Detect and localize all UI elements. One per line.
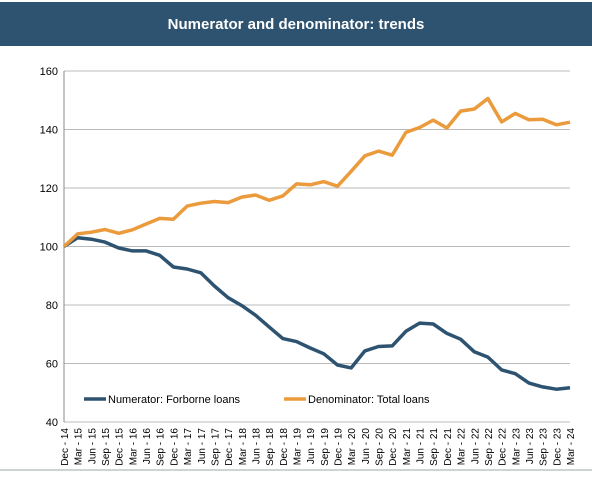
x-tick-label: Mar - 22 (457, 428, 468, 466)
x-tick-label: Dec - 20 (388, 428, 399, 466)
x-tick-label: Jun - 16 (142, 428, 153, 465)
x-tick-label: Dec - 15 (115, 428, 126, 466)
x-tick-label: Dec - 16 (169, 428, 180, 466)
x-tick-label: Sep - 18 (265, 428, 276, 466)
x-tick-label: Dec - 19 (334, 428, 345, 466)
x-tick-label: Sep - 21 (429, 428, 440, 466)
y-tick-label: 140 (40, 125, 58, 137)
y-tick-label: 100 (40, 242, 58, 254)
x-tick-label: Mar - 19 (292, 428, 303, 466)
x-tick-label: Sep - 17 (210, 428, 221, 466)
series-line (62, 96, 571, 248)
x-tick-label: Jun - 17 (197, 428, 208, 465)
x-tick-label: Dec - 21 (443, 428, 454, 466)
y-tick-label: 120 (40, 183, 58, 195)
title-banner (0, 2, 592, 46)
x-tick-label: Mar - 23 (511, 428, 522, 466)
x-tick-label: Jun - 23 (525, 428, 536, 465)
x-tick-label: Jun - 19 (306, 428, 317, 465)
x-tick-label: Jun - 18 (251, 428, 262, 465)
y-tick-label: 160 (40, 66, 58, 78)
y-tick-label: 80 (46, 300, 58, 312)
x-tick-label: Dec - 18 (279, 428, 290, 466)
legend-label: Numerator: Forborne loans (108, 394, 241, 406)
series-line (63, 235, 571, 391)
legend-label: Denominator: Total loans (308, 394, 430, 406)
x-tick-label: Jun - 20 (361, 428, 372, 465)
chart-title: Numerator and denominator: trends (168, 16, 425, 33)
x-tick-label: Jun - 21 (416, 428, 427, 465)
x-tick-label: Sep - 19 (320, 428, 331, 466)
x-tick-label: Jun - 15 (87, 428, 98, 465)
y-tick-label: 60 (46, 359, 58, 371)
x-tick-label: Jun - 22 (470, 428, 481, 465)
x-tick-label: Sep - 22 (484, 428, 495, 466)
x-tick-label: Mar - 20 (347, 428, 358, 466)
x-tick-label: Dec - 17 (224, 428, 235, 466)
x-tick-label: Sep - 23 (539, 428, 550, 466)
x-tick-label: Sep - 15 (101, 428, 112, 466)
x-tick-label: Sep - 16 (156, 428, 167, 466)
x-tick-label: Dec - 22 (498, 428, 509, 466)
y-tick-label: 40 (46, 417, 58, 429)
x-tick-label: Mar - 15 (74, 428, 85, 466)
x-tick-label: Mar - 16 (128, 428, 139, 466)
x-tick-label: Dec - 14 (60, 428, 71, 466)
x-tick-label: Sep - 20 (375, 428, 386, 466)
x-tick-label: Mar - 21 (402, 428, 413, 466)
x-tick-label: Mar - 24 (566, 428, 577, 466)
x-tick-label: Mar - 17 (183, 428, 194, 466)
x-tick-label: Mar - 18 (238, 428, 249, 466)
x-tick-label: Dec - 23 (552, 428, 563, 466)
